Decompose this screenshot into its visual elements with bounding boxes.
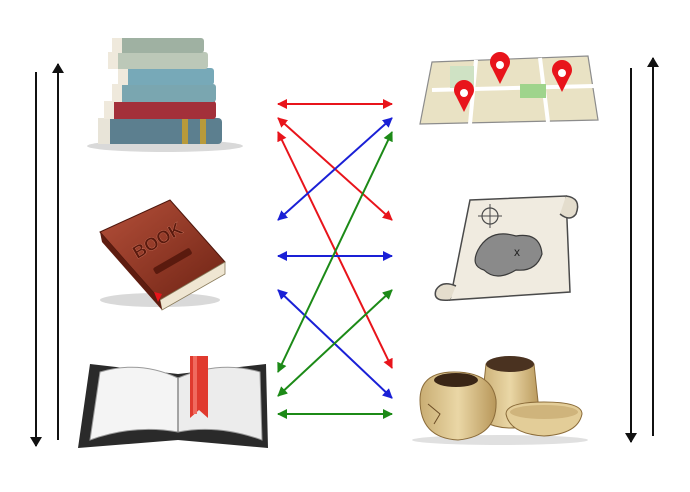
closed-book-icon: BOOK — [99, 199, 226, 311]
left-side-arrows — [30, 63, 64, 447]
connection-left-3-right-2-arrow — [277, 289, 393, 397]
svg-text:x: x — [514, 245, 520, 259]
stack-of-books-icon — [87, 38, 243, 152]
map-pin-3 — [552, 59, 572, 92]
map-with-pins-icon — [419, 51, 599, 125]
connection-arrows — [277, 99, 393, 419]
map-pin-2 — [490, 51, 511, 84]
open-book-icon — [78, 356, 268, 448]
clay-pots-icon — [412, 356, 588, 445]
treasure-map-scroll-icon: x — [434, 195, 579, 302]
right-side-arrows — [625, 57, 659, 443]
map-pin-1 — [454, 79, 474, 112]
